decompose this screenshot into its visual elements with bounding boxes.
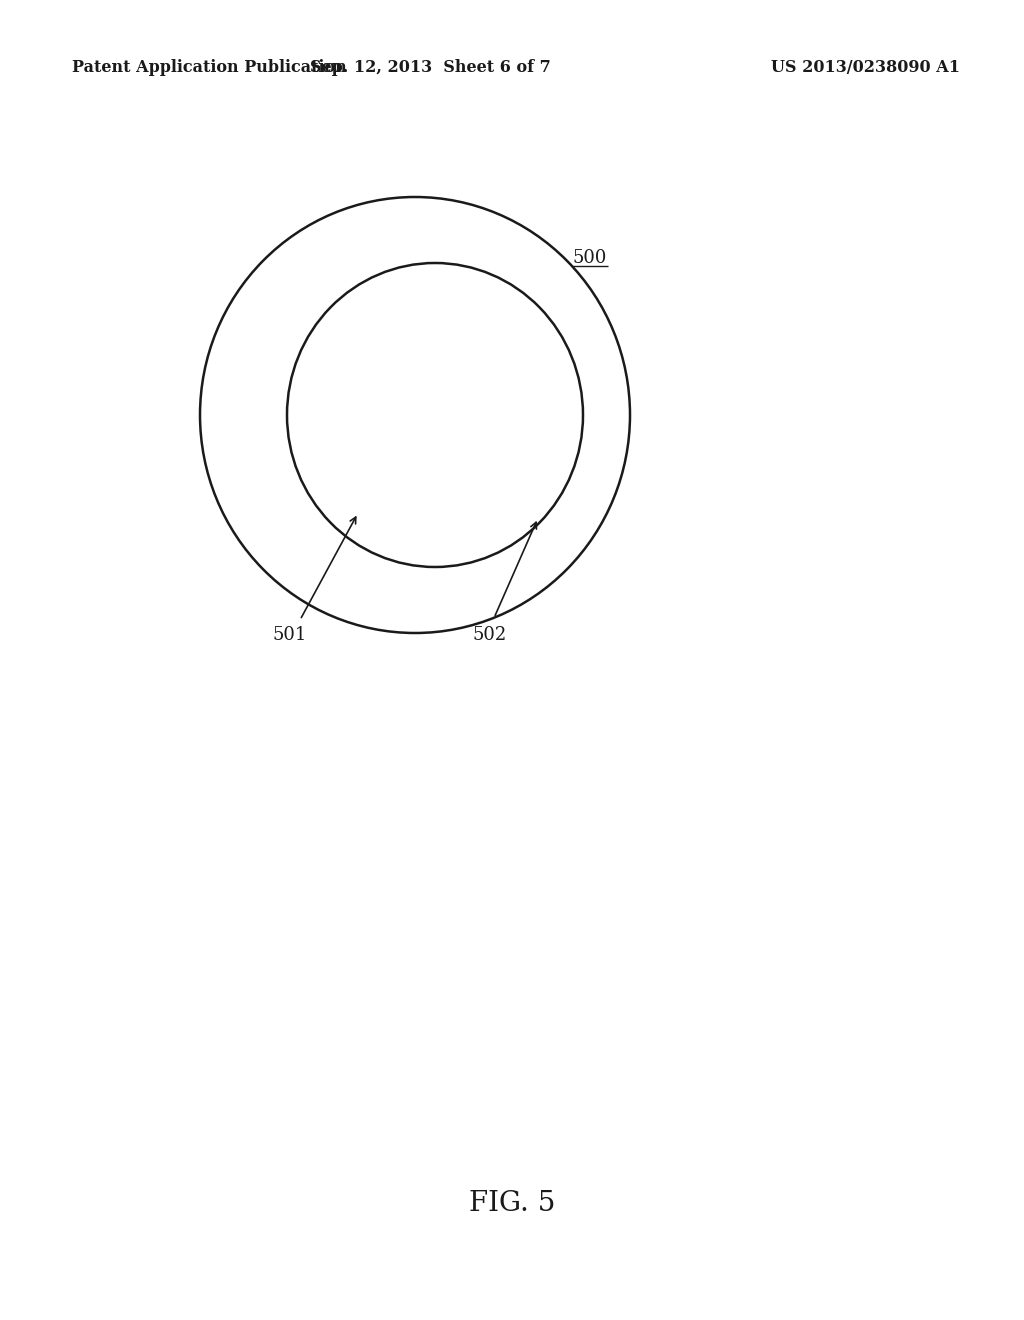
Text: Sep. 12, 2013  Sheet 6 of 7: Sep. 12, 2013 Sheet 6 of 7 — [309, 59, 550, 77]
Text: FIG. 5: FIG. 5 — [469, 1191, 555, 1217]
Text: 500: 500 — [572, 249, 607, 267]
Text: 501: 501 — [272, 626, 307, 644]
Text: 502: 502 — [473, 626, 507, 644]
Text: US 2013/0238090 A1: US 2013/0238090 A1 — [771, 59, 961, 77]
Text: Patent Application Publication: Patent Application Publication — [72, 59, 347, 77]
